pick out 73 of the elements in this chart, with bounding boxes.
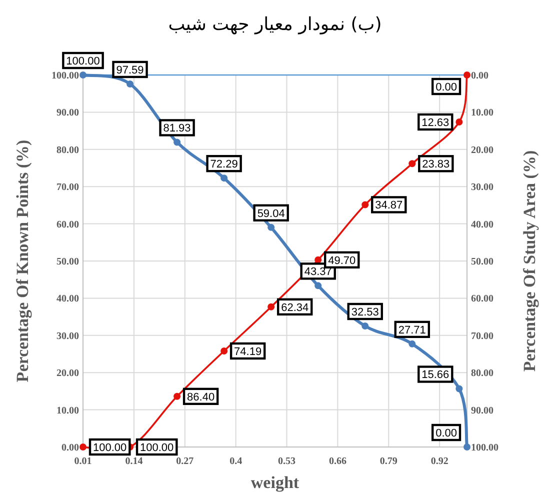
y-axis-title: Percentage Of Known Points (%) — [13, 140, 32, 382]
y-tick-label: 30.00 — [56, 330, 79, 342]
data-label: 62.34 — [281, 302, 309, 314]
point — [268, 303, 275, 310]
point — [174, 392, 181, 400]
x-tick-label: 0.79 — [380, 456, 398, 467]
data-label: 74.19 — [234, 346, 262, 358]
y2-tick-label: 10.00 — [471, 108, 494, 119]
point — [174, 138, 181, 146]
y2-tick-label: 0.00 — [471, 70, 488, 82]
point — [126, 80, 134, 88]
data-label: 15.66 — [422, 369, 450, 382]
y2-tick-label: 90.00 — [471, 405, 494, 416]
data-label: 0.00 — [436, 82, 457, 94]
y2-tick-label: 50.00 — [471, 256, 494, 268]
point — [408, 340, 416, 348]
data-label: 100.00 — [93, 442, 127, 454]
data-label: 100.00 — [66, 56, 100, 68]
x-tick-label: 0.92 — [430, 456, 448, 467]
y2-tick-label: 60.00 — [471, 294, 494, 305]
y2-tick-label: 20.00 — [471, 144, 494, 156]
point — [220, 347, 228, 354]
x-tick-label: 0.53 — [278, 456, 296, 467]
x-axis-title: weight — [250, 473, 300, 492]
y-tick-label: 70.00 — [56, 182, 79, 194]
x-tick-label: 0.4 — [230, 456, 242, 467]
point — [220, 174, 228, 182]
y-tick-label: 80.00 — [56, 144, 79, 156]
data-label: 81.93 — [163, 122, 191, 135]
point — [80, 444, 86, 450]
data-label: 100.00 — [140, 442, 174, 454]
y2-tick-label: 80.00 — [471, 368, 494, 380]
x-tick-label: 0.14 — [125, 456, 143, 467]
point — [464, 444, 470, 450]
y2-axis-title: Percentage Of Study Area (%) — [520, 150, 539, 372]
y-tick-label: 20.00 — [56, 368, 79, 380]
x-tick-label: 0.66 — [328, 456, 346, 467]
data-label: 49.70 — [328, 254, 356, 267]
point — [362, 322, 369, 330]
point — [408, 160, 416, 168]
x-tick-label: 0.01 — [74, 456, 92, 467]
chart-title: (ب) نمودار معیار جهت شیب — [168, 14, 382, 35]
y-tick-label: 100.00 — [52, 70, 79, 82]
data-label: 0.00 — [436, 428, 457, 440]
point — [362, 201, 369, 208]
point — [80, 72, 86, 78]
data-label: 23.83 — [422, 158, 450, 171]
data-label: 27.71 — [398, 324, 426, 336]
y2-tick-label: 70.00 — [471, 330, 494, 342]
x-tick-label: 0.27 — [176, 456, 194, 467]
point — [464, 72, 470, 78]
point — [268, 224, 275, 231]
data-label: 43.37 — [304, 266, 332, 278]
point — [314, 282, 322, 290]
point — [456, 385, 463, 392]
data-label: 72.29 — [210, 158, 238, 171]
point — [456, 118, 463, 126]
y-tick-label: 50.00 — [56, 256, 79, 268]
point — [314, 256, 322, 264]
data-label: 12.63 — [422, 116, 450, 129]
data-label: 32.53 — [351, 306, 379, 318]
y2-tick-label: 40.00 — [471, 219, 494, 230]
y-tick-label: 90.00 — [56, 108, 79, 119]
y2-tick-label: 100.00 — [471, 442, 498, 454]
y-tick-label: 60.00 — [56, 219, 79, 230]
data-label: 97.59 — [116, 64, 144, 76]
y-tick-label: 40.00 — [56, 294, 79, 305]
y-tick-label: 10.00 — [56, 405, 79, 416]
y-tick-label: 0.00 — [62, 442, 79, 454]
data-label: 86.40 — [187, 391, 215, 404]
data-label: 34.87 — [375, 200, 403, 212]
y2-tick-label: 30.00 — [471, 182, 494, 194]
data-label: 59.04 — [257, 208, 285, 220]
